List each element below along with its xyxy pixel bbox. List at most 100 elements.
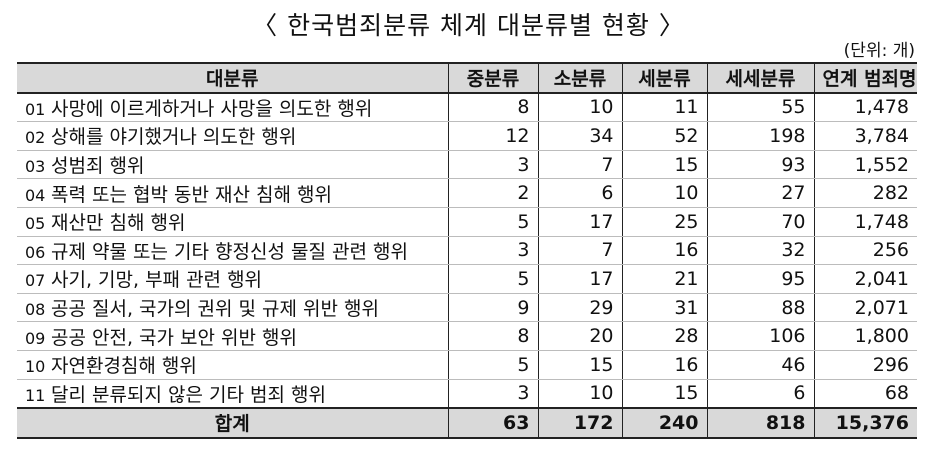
header-row: 대분류 중분류 소분류 세분류 세세분류 연계 범죄명 <box>17 62 917 94</box>
table-row: 02 상해를 야기했거나 의도한 행위 12 34 52 198 3,784 <box>17 121 917 151</box>
linked-crimes-count: 282 <box>813 178 917 208</box>
major-category-cell: 02 상해를 야기했거나 의도한 행위 <box>17 121 448 151</box>
category-code: 11 <box>25 385 46 405</box>
sub-count: 16 <box>621 236 707 266</box>
category-code: 02 <box>25 128 46 148</box>
linked-crimes-count: 256 <box>813 236 917 266</box>
subsub-count: 88 <box>706 293 814 323</box>
category-name: 공공 질서, 국가의 권위 및 규제 위반 행위 <box>51 298 379 321</box>
subsub-count: 106 <box>706 321 814 351</box>
table-row: 11 달리 분류되지 않은 기타 범죄 행위 3 10 15 6 68 <box>17 379 917 409</box>
small-count: 20 <box>537 321 622 351</box>
major-category-cell: 07 사기, 기망, 부패 관련 행위 <box>17 264 448 294</box>
header-sub: 세분류 <box>621 62 707 94</box>
category-code: 08 <box>25 300 46 320</box>
small-count: 7 <box>537 150 622 180</box>
category-code: 03 <box>25 157 46 177</box>
mid-count: 5 <box>447 350 538 380</box>
table-row: 01 사망에 이르게하거나 사망을 의도한 행위 8 10 11 55 1,478 <box>17 92 917 123</box>
major-category-cell: 01 사망에 이르게하거나 사망을 의도한 행위 <box>17 92 448 123</box>
category-table: 대분류 중분류 소분류 세분류 세세분류 연계 범죄명 01 사망에 이르게하거나… <box>17 62 917 439</box>
subsub-count: 93 <box>706 150 814 180</box>
sub-count: 28 <box>621 321 707 351</box>
linked-crimes-count: 2,071 <box>813 293 917 323</box>
sub-count: 15 <box>621 379 707 409</box>
table-row: 07 사기, 기망, 부패 관련 행위 5 17 21 95 2,041 <box>17 264 917 294</box>
small-count: 34 <box>537 121 622 151</box>
category-name: 재산만 침해 행위 <box>51 212 186 235</box>
linked-crimes-count: 296 <box>813 350 917 380</box>
total-mid: 63 <box>447 407 538 439</box>
table-row: 03 성범죄 행위 3 7 15 93 1,552 <box>17 150 917 180</box>
table-row: 10 자연환경침해 행위 5 15 16 46 296 <box>17 350 917 380</box>
subsub-count: 55 <box>706 92 814 123</box>
mid-count: 8 <box>447 321 538 351</box>
category-name: 공공 안전, 국가 보안 위반 행위 <box>51 326 297 349</box>
category-name: 규제 약물 또는 기타 향정신성 물질 관련 행위 <box>51 240 408 263</box>
category-code: 10 <box>25 357 46 377</box>
subsub-count: 6 <box>706 379 814 409</box>
category-name: 성범죄 행위 <box>51 155 145 178</box>
header-subsub: 세세분류 <box>706 62 814 94</box>
total-label: 합계 <box>17 407 448 439</box>
small-count: 17 <box>537 264 622 294</box>
small-count: 29 <box>537 293 622 323</box>
header-major: 대분류 <box>17 62 448 94</box>
category-code: 01 <box>25 99 46 119</box>
category-name: 폭력 또는 협박 동반 재산 침해 행위 <box>51 183 332 206</box>
small-count: 10 <box>537 379 622 409</box>
table-row: 08 공공 질서, 국가의 권위 및 규제 위반 행위 9 29 31 88 2,071 <box>17 293 917 323</box>
small-count: 15 <box>537 350 622 380</box>
linked-crimes-count: 2,041 <box>813 264 917 294</box>
sub-count: 25 <box>621 207 707 237</box>
small-count: 6 <box>537 178 622 208</box>
mid-count: 3 <box>447 379 538 409</box>
mid-count: 5 <box>447 207 538 237</box>
major-category-cell: 03 성범죄 행위 <box>17 150 448 180</box>
sub-count: 52 <box>621 121 707 151</box>
mid-count: 3 <box>447 150 538 180</box>
total-subsub: 818 <box>706 407 814 439</box>
small-count: 10 <box>537 92 622 123</box>
subsub-count: 46 <box>706 350 814 380</box>
category-name: 달리 분류되지 않은 기타 범죄 행위 <box>51 383 326 406</box>
page-title: 〈 한국범죄분류 체계 대분류별 현황 〉 <box>252 11 685 40</box>
subsub-count: 27 <box>706 178 814 208</box>
sub-count: 21 <box>621 264 707 294</box>
linked-crimes-count: 1,748 <box>813 207 917 237</box>
sub-count: 15 <box>621 150 707 180</box>
category-code: 07 <box>25 271 46 291</box>
header-mid: 중분류 <box>447 62 538 94</box>
major-category-cell: 11 달리 분류되지 않은 기타 범죄 행위 <box>17 379 448 409</box>
sub-count: 11 <box>621 92 707 123</box>
unit-note: (단위: 개) <box>843 41 915 61</box>
table-row: 04 폭력 또는 협박 동반 재산 침해 행위 2 6 10 27 282 <box>17 178 917 208</box>
linked-crimes-count: 68 <box>813 379 917 409</box>
total-small: 172 <box>537 407 622 439</box>
mid-count: 8 <box>447 92 538 123</box>
category-name: 사기, 기망, 부패 관련 행위 <box>51 269 263 292</box>
linked-crimes-count: 1,478 <box>813 92 917 123</box>
total-row: 합계 63 172 240 818 15,376 <box>17 407 917 439</box>
mid-count: 12 <box>447 121 538 151</box>
total-sub: 240 <box>621 407 707 439</box>
major-category-cell: 08 공공 질서, 국가의 권위 및 규제 위반 행위 <box>17 293 448 323</box>
category-name: 상해를 야기했거나 의도한 행위 <box>51 126 297 149</box>
linked-crimes-count: 1,800 <box>813 321 917 351</box>
header-linked-crimes: 연계 범죄명 <box>813 62 917 94</box>
category-name: 사망에 이르게하거나 사망을 의도한 행위 <box>51 97 373 120</box>
major-category-cell: 04 폭력 또는 협박 동반 재산 침해 행위 <box>17 178 448 208</box>
subsub-count: 95 <box>706 264 814 294</box>
total-crimes: 15,376 <box>813 407 917 439</box>
table-row: 09 공공 안전, 국가 보안 위반 행위 8 20 28 106 1,800 <box>17 321 917 351</box>
mid-count: 5 <box>447 264 538 294</box>
subsub-count: 198 <box>706 121 814 151</box>
sub-count: 31 <box>621 293 707 323</box>
sub-count: 10 <box>621 178 707 208</box>
category-code: 09 <box>25 328 46 348</box>
category-name: 자연환경침해 행위 <box>51 355 197 378</box>
small-count: 7 <box>537 236 622 266</box>
header-small: 소분류 <box>537 62 622 94</box>
table-row: 05 재산만 침해 행위 5 17 25 70 1,748 <box>17 207 917 237</box>
category-code: 05 <box>25 214 46 234</box>
